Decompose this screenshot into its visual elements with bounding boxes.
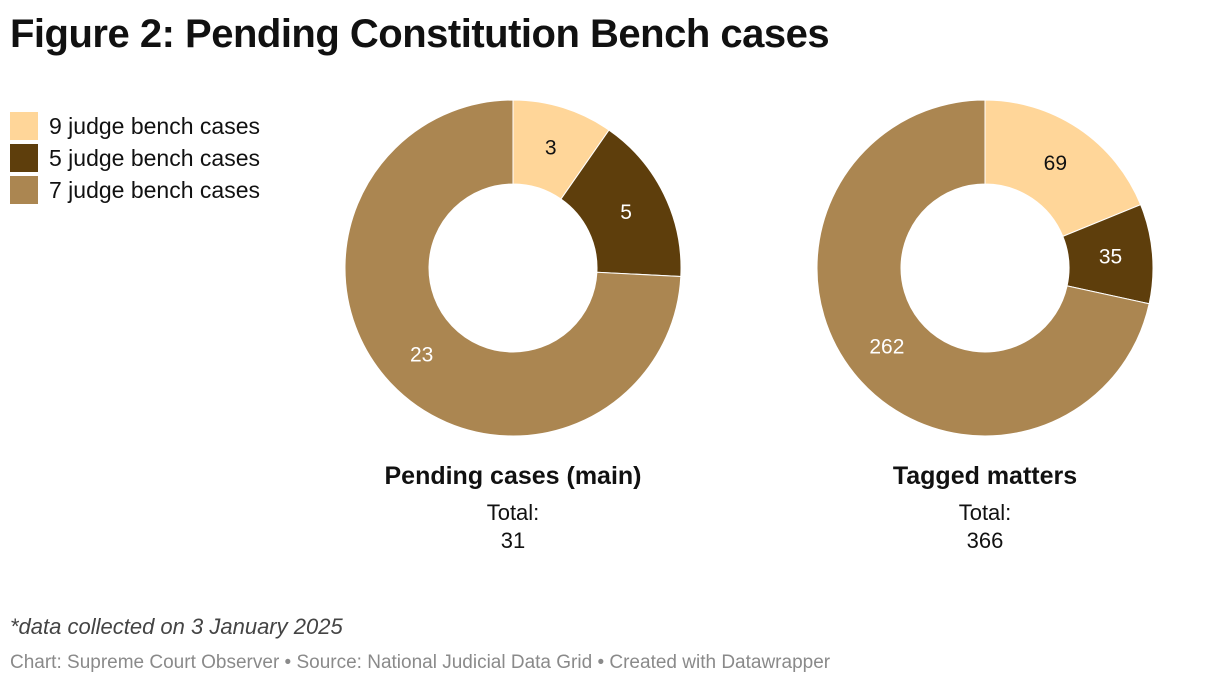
chart-footer: Chart: Supreme Court Observer • Source: … xyxy=(10,652,831,673)
donut-total-value: 366 xyxy=(967,528,1004,553)
legend-label: 7 judge bench cases xyxy=(49,176,260,203)
slice-value-label: 69 xyxy=(1044,152,1067,175)
slice-9-judge-bench-cases xyxy=(984,99,1142,238)
legend-swatch xyxy=(10,144,38,172)
chart-title: Figure 2: Pending Constitution Bench cas… xyxy=(10,12,830,56)
donut-pending-cases-main: 3 5 23 Pending cases (main) Total: 31 xyxy=(344,99,682,553)
legend-item-5-judge: 5 judge bench cases xyxy=(10,142,260,174)
slice-value-label: 5 xyxy=(620,201,632,224)
legend-label: 9 judge bench cases xyxy=(49,112,260,139)
donut-total-label: Total: xyxy=(487,500,540,525)
legend-item-9-judge: 9 judge bench cases xyxy=(10,110,260,142)
slice-value-label: 3 xyxy=(545,136,557,159)
legend-label: 5 judge bench cases xyxy=(49,144,260,171)
legend: 9 judge bench cases 5 judge bench cases … xyxy=(10,110,260,206)
legend-swatch xyxy=(10,112,38,140)
donut-total-label: Total: xyxy=(959,500,1012,525)
donut-title: Tagged matters xyxy=(893,462,1077,490)
donut-title: Pending cases (main) xyxy=(384,462,641,490)
slice-7-judge-bench-cases xyxy=(344,99,682,437)
legend-item-7-judge: 7 judge bench cases xyxy=(10,174,260,206)
donut-tagged-matters: 69 35 262 Tagged matters Total: 366 xyxy=(816,99,1154,553)
legend-swatch xyxy=(10,176,38,204)
slice-7-judge-bench-cases xyxy=(816,99,1150,437)
slice-value-label: 35 xyxy=(1099,246,1122,269)
slice-value-label: 23 xyxy=(410,343,433,366)
slice-value-label: 262 xyxy=(869,336,904,359)
data-note: *data collected on 3 January 2025 xyxy=(10,614,343,639)
donut-total-value: 31 xyxy=(501,528,525,553)
